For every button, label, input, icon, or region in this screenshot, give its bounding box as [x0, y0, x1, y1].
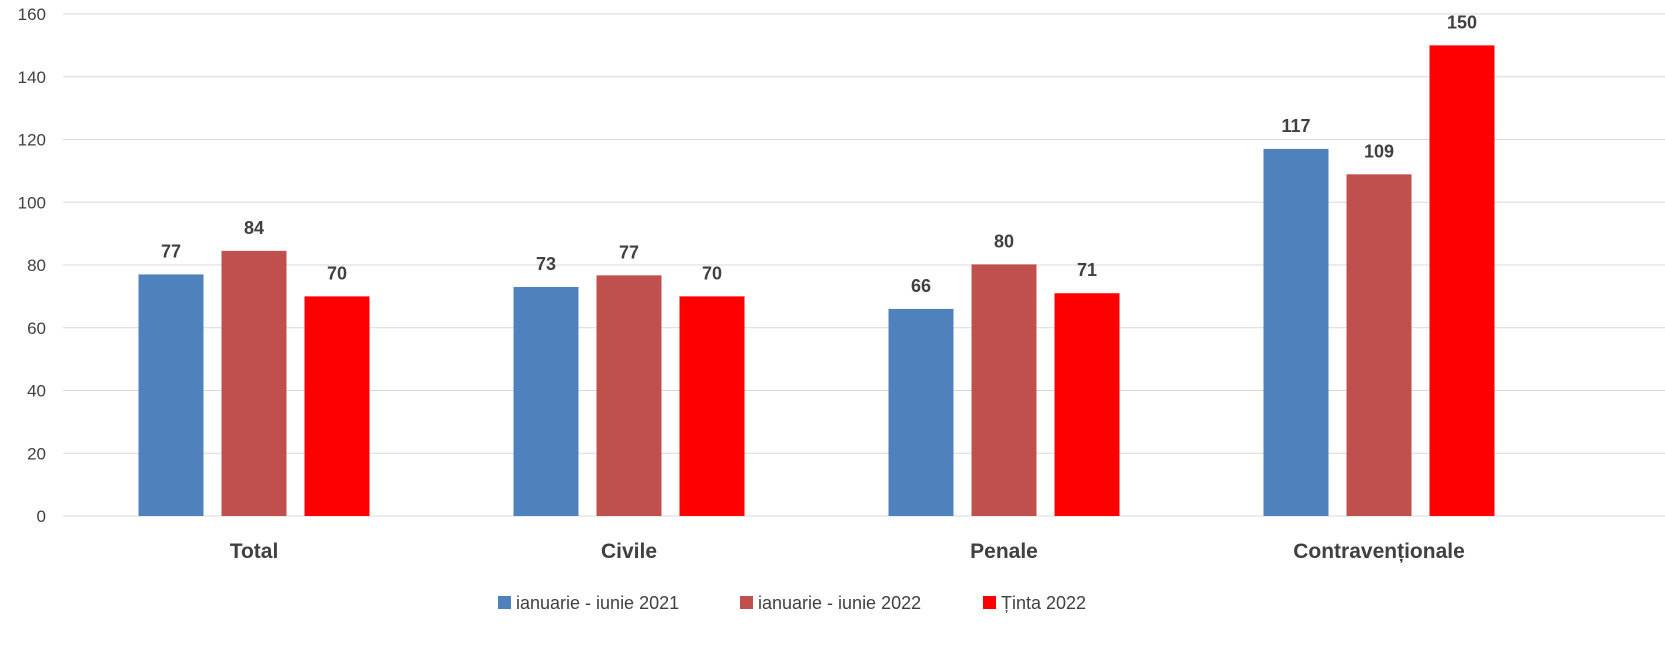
data-label: 150	[1447, 12, 1477, 32]
bar-2	[971, 264, 1037, 516]
y-tick-label: 60	[27, 319, 46, 338]
y-tick-label: 100	[18, 193, 46, 212]
data-label: 66	[911, 276, 931, 296]
bar-2	[221, 250, 287, 516]
data-label: 70	[702, 263, 722, 283]
y-tick-label: 80	[27, 256, 46, 275]
bar-3	[1054, 293, 1120, 516]
bar-1	[1263, 148, 1329, 516]
bar-3	[304, 296, 370, 516]
bar-3	[1429, 45, 1495, 516]
legend-swatch	[740, 596, 753, 609]
bar-3	[679, 296, 745, 516]
x-category-label: Contravenționale	[1293, 540, 1465, 563]
legend-label: ianuarie - iunie 2021	[516, 593, 679, 613]
x-category-label: Total	[230, 540, 279, 563]
data-label: 70	[327, 263, 347, 283]
legend-swatch	[983, 596, 996, 609]
bar-1	[513, 286, 579, 516]
data-label: 80	[994, 231, 1014, 251]
bar-1	[888, 308, 954, 516]
data-label: 77	[161, 241, 181, 261]
y-tick-label: 140	[18, 68, 46, 87]
legend-label: Ținta 2022	[1001, 593, 1086, 613]
data-label: 117	[1281, 116, 1310, 136]
legend-label: ianuarie - iunie 2022	[758, 593, 921, 613]
bar-2	[596, 275, 662, 516]
data-label: 77	[619, 242, 639, 262]
data-label: 71	[1077, 260, 1097, 280]
data-label: 84	[244, 218, 264, 238]
bar-1	[138, 274, 204, 516]
y-tick-label: 0	[37, 507, 46, 526]
data-label: 73	[536, 254, 556, 274]
y-tick-label: 160	[18, 5, 46, 24]
legend-swatch	[498, 596, 511, 609]
y-tick-label: 20	[27, 444, 46, 463]
bar-2	[1346, 174, 1412, 517]
y-tick-label: 120	[18, 131, 46, 150]
x-category-label: Penale	[970, 540, 1038, 563]
data-label: 109	[1364, 141, 1394, 161]
y-tick-label: 40	[27, 382, 46, 401]
x-category-label: Civile	[601, 540, 657, 563]
